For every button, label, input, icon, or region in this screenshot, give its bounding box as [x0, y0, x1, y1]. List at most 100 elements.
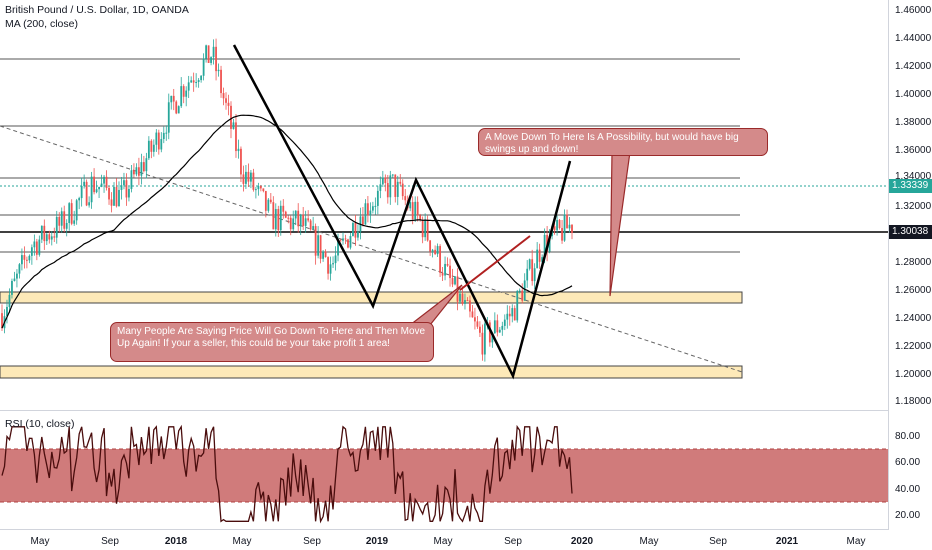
bottom-callout[interactable]: Many People Are Saying Price Will Go Dow…	[110, 322, 434, 362]
candle-body	[172, 95, 175, 102]
candle-body	[421, 219, 424, 238]
candle-body	[192, 80, 195, 83]
candle-body	[95, 189, 98, 193]
candle-body	[571, 224, 573, 234]
zigzag-pattern[interactable]	[232, 44, 572, 380]
candle-body	[68, 203, 71, 223]
candle-body	[207, 45, 210, 63]
candle-body	[123, 180, 125, 186]
candle-body	[232, 122, 235, 129]
rsi-level-label: 80.00	[895, 431, 921, 442]
rsi-line	[1, 424, 573, 524]
symbol-title: British Pound / U.S. Dollar, 1D, OANDA	[5, 4, 189, 16]
time-label: May	[232, 536, 252, 547]
candle-body	[449, 265, 451, 279]
candle-body	[357, 231, 359, 238]
candle-body	[469, 300, 471, 312]
candle-body	[309, 220, 312, 230]
candle-body	[374, 205, 377, 207]
ma-200-line	[1, 114, 573, 329]
candle-body	[533, 268, 536, 282]
candle-body	[90, 176, 93, 203]
candle-body	[250, 172, 252, 182]
candle-body	[329, 264, 332, 274]
candle-body	[488, 322, 491, 343]
candle-body	[140, 162, 143, 176]
rsi-level-label: 60.00	[895, 457, 921, 468]
candle-body	[541, 257, 544, 262]
candle-body	[257, 186, 260, 190]
candle-body	[339, 240, 342, 242]
candle-body	[105, 176, 108, 188]
candle-body	[75, 200, 78, 221]
rsi-legend: RSI (10, close)	[5, 418, 75, 430]
candle-body	[205, 45, 208, 59]
candle-body	[18, 264, 21, 274]
price-label: 1.32000	[895, 201, 932, 212]
candle-body	[389, 175, 392, 198]
candle-body	[319, 235, 322, 259]
candle-body	[25, 259, 28, 261]
candle-body	[396, 181, 399, 197]
candle-body	[73, 220, 76, 224]
candle-body	[548, 236, 551, 252]
candle-body	[217, 69, 220, 72]
candle-body	[83, 181, 86, 186]
candle-body	[464, 300, 466, 304]
candle-body	[404, 196, 407, 201]
price-label: 1.34000	[895, 171, 932, 182]
candle-body	[150, 140, 153, 152]
candle-body	[160, 139, 163, 150]
candle-body	[45, 234, 48, 242]
candle-body	[461, 293, 464, 304]
candle-body	[317, 235, 320, 256]
candle-body	[444, 263, 446, 276]
candle-body	[157, 132, 160, 150]
candle-body	[222, 93, 225, 99]
time-label: Sep	[504, 536, 522, 547]
candle-body	[177, 106, 180, 114]
candle-body	[521, 290, 524, 301]
candle-body	[13, 278, 16, 281]
candle-body	[98, 186, 100, 190]
price-label: 1.20000	[895, 369, 932, 380]
candle-body	[376, 190, 379, 206]
candle-body	[185, 90, 188, 97]
top-callout[interactable]: A Move Down To Here Is A Possibility, bu…	[478, 128, 768, 156]
candle-body	[342, 238, 344, 241]
candle-body	[516, 290, 519, 321]
candle-body	[307, 218, 310, 221]
candle-body	[252, 172, 255, 190]
candle-body	[322, 251, 324, 259]
candle-body	[33, 241, 36, 248]
price-label: 1.26000	[895, 285, 932, 296]
candle-body	[498, 329, 501, 333]
candle-body	[135, 167, 138, 175]
candle-body	[337, 240, 339, 256]
candle-body	[496, 320, 499, 333]
candle-body	[40, 225, 43, 240]
candle-body	[21, 255, 23, 265]
candle-body	[411, 202, 414, 220]
candle-body	[344, 238, 347, 240]
candle-body	[424, 219, 427, 238]
candle-body	[381, 177, 384, 185]
candle-body	[479, 326, 481, 333]
candle-body	[197, 80, 200, 83]
support-zone-lower[interactable]	[0, 365, 743, 379]
candle-body	[120, 185, 123, 190]
price-label: 1.28000	[895, 257, 932, 268]
candle-body	[454, 276, 456, 285]
candle-body	[55, 216, 58, 238]
projection-line[interactable]	[459, 235, 531, 291]
descending-trendline[interactable]	[0, 125, 743, 373]
candle-body	[1, 313, 3, 329]
candle-body	[240, 148, 242, 175]
candle-body	[175, 101, 178, 114]
candle-body	[441, 272, 444, 276]
time-label: May	[30, 536, 50, 547]
candle-body	[491, 333, 494, 343]
candle-body	[561, 228, 563, 241]
candle-body	[511, 308, 514, 317]
